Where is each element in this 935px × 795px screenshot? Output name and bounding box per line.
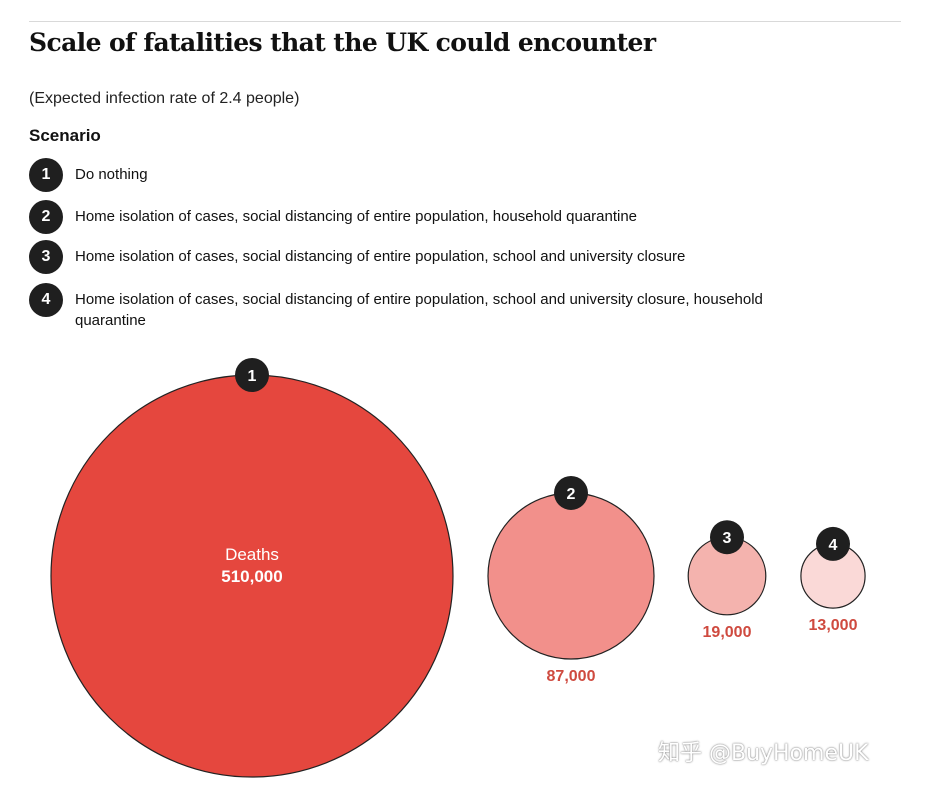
scenario-description: Home isolation of cases, social distanci… bbox=[75, 248, 686, 265]
bubble-badge-4 bbox=[816, 526, 850, 561]
scenario-number-badge: 3 bbox=[29, 240, 63, 274]
data-label: 87,000 bbox=[547, 668, 596, 685]
scenario-number-badge: 4 bbox=[29, 283, 63, 317]
bubble-badge-label: 1 bbox=[248, 368, 257, 385]
bubble-badge-3 bbox=[710, 520, 744, 555]
scenario-item-1: 1 Do nothing bbox=[29, 158, 765, 192]
scenario-item-3: 3 Home isolation of cases, social distan… bbox=[29, 240, 765, 274]
bubble-chart: 1 Deaths 510,000 2 87,000 3 19,000 4 13,000 bbox=[50, 358, 866, 778]
scenario-item-2: 2 Home isolation of cases, social distan… bbox=[29, 200, 765, 234]
chart-title: Scale of fatalities that the UK could en… bbox=[29, 28, 656, 57]
data-label: 19,000 bbox=[703, 624, 752, 641]
value-caption: Deaths bbox=[225, 545, 279, 564]
bubble-badge-label: 4 bbox=[829, 537, 838, 554]
data-label: 510,000 bbox=[221, 567, 282, 586]
scenario-description: Home isolation of cases, social distanci… bbox=[75, 291, 763, 329]
scenario-description: Do nothing bbox=[75, 166, 148, 183]
bubble-2 bbox=[487, 492, 655, 660]
bubble-badge-label: 3 bbox=[723, 530, 732, 547]
scenario-number-badge: 1 bbox=[29, 158, 63, 192]
bubble-badge-label: 2 bbox=[567, 486, 576, 503]
bubble-badge-1 bbox=[235, 358, 269, 392]
data-label: 13,000 bbox=[809, 617, 858, 634]
bubble-badge-2 bbox=[554, 475, 588, 510]
scenario-description: Home isolation of cases, social distanci… bbox=[75, 208, 638, 225]
chart-subtitle: (Expected infection rate of 2.4 people) bbox=[29, 90, 300, 107]
scenario-item-4: 4 Home isolation of cases, social distan… bbox=[29, 283, 765, 331]
scenario-number-badge: 2 bbox=[29, 200, 63, 234]
scenario-heading: Scenario bbox=[29, 126, 101, 145]
top-divider bbox=[29, 21, 901, 22]
watermark: 知乎 @BuyHomeUK bbox=[658, 741, 869, 766]
